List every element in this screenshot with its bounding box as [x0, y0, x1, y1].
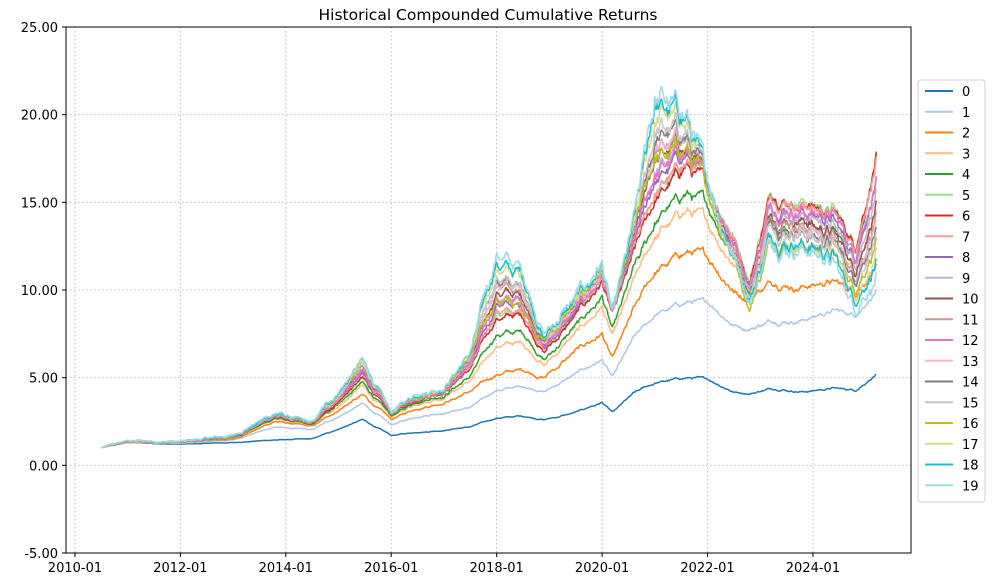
legend-item-4: 4 — [925, 168, 970, 183]
legend-label: 4 — [962, 168, 970, 183]
legend-item-19: 19 — [925, 479, 979, 494]
x-tick-label: 2024-01 — [786, 561, 840, 576]
legend-label: 16 — [962, 417, 979, 432]
y-tick-label: -5.00 — [24, 547, 58, 562]
legend-item-7: 7 — [925, 230, 970, 245]
legend-label: 7 — [962, 230, 970, 245]
legend-item-16: 16 — [925, 417, 979, 432]
legend-item-1: 1 — [925, 106, 970, 121]
legend-item-14: 14 — [925, 376, 979, 391]
legend-item-6: 6 — [925, 210, 970, 225]
y-tick-label: 10.00 — [21, 284, 58, 299]
y-tick-label: 0.00 — [29, 459, 58, 474]
y-tick-label: 20.00 — [21, 109, 58, 124]
legend-item-18: 18 — [925, 459, 979, 474]
x-tick-label: 2022-01 — [680, 561, 734, 576]
x-tick-label: 2020-01 — [575, 561, 629, 576]
legend-item-9: 9 — [925, 272, 970, 287]
y-axis: -5.00 0.00 5.00 10.00 15.00 20.00 25.00 — [21, 21, 66, 562]
series-line-0 — [101, 373, 877, 449]
chart-title: Historical Compounded Cumulative Returns — [319, 6, 658, 24]
legend-item-11: 11 — [925, 313, 979, 328]
legend-label: 10 — [962, 293, 979, 308]
legend-item-13: 13 — [925, 355, 979, 370]
legend-item-10: 10 — [925, 293, 979, 308]
x-tick-label: 2016-01 — [364, 561, 418, 576]
legend-item-0: 0 — [925, 85, 970, 100]
legend-label: 14 — [962, 376, 979, 391]
series-line-19 — [101, 85, 877, 449]
y-tick-label: 25.00 — [21, 21, 58, 36]
legend-label: 6 — [962, 210, 970, 225]
x-tick-label: 2012-01 — [153, 561, 207, 576]
legend-label: 0 — [962, 85, 970, 100]
legend-item-8: 8 — [925, 251, 970, 266]
y-tick-label: 15.00 — [21, 196, 58, 211]
legend-label: 13 — [962, 355, 979, 370]
legend-label: 17 — [962, 438, 979, 453]
legend-label: 5 — [962, 189, 970, 204]
legend-label: 8 — [962, 251, 970, 266]
x-axis: 2010-01 2012-01 2014-01 2016-01 2018-01 2020-… — [48, 553, 840, 576]
legend-label: 11 — [962, 313, 979, 328]
x-tick-label: 2018-01 — [470, 561, 524, 576]
series-lines — [101, 85, 877, 449]
legend-item-12: 12 — [925, 334, 979, 349]
legend-label: 2 — [962, 127, 970, 142]
x-tick-label: 2014-01 — [259, 561, 313, 576]
legend-item-2: 2 — [925, 127, 970, 142]
legend-label: 19 — [962, 479, 979, 494]
legend-label: 1 — [962, 106, 970, 121]
legend-label: 15 — [962, 396, 979, 411]
legend-item-3: 3 — [925, 147, 970, 162]
legend-item-17: 17 — [925, 438, 979, 453]
legend-label: 3 — [962, 147, 970, 162]
legend-item-15: 15 — [925, 396, 979, 411]
legend-label: 9 — [962, 272, 970, 287]
y-tick-label: 5.00 — [29, 372, 58, 387]
x-tick-label: 2010-01 — [48, 561, 102, 576]
legend-label: 12 — [962, 334, 979, 349]
legend-item-5: 5 — [925, 189, 970, 204]
legend-label: 18 — [962, 459, 979, 474]
legend-box — [917, 79, 986, 503]
series-line-1 — [101, 289, 877, 449]
